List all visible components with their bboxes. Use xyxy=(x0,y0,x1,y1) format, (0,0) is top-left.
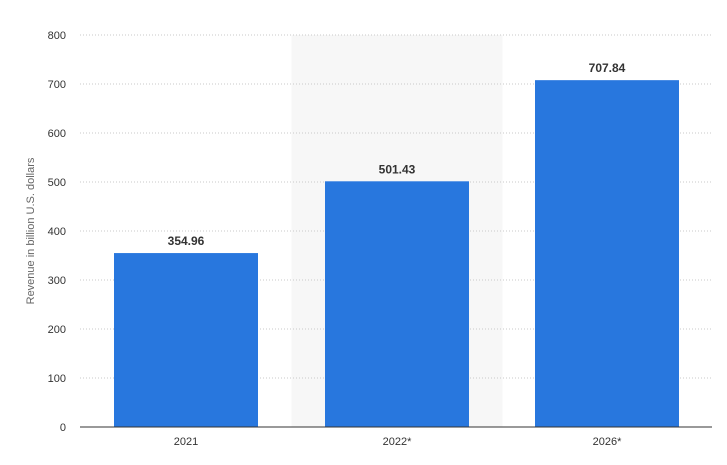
x-tick-label: 2022* xyxy=(383,436,412,448)
y-tick-label: 100 xyxy=(48,373,66,385)
y-tick-label: 0 xyxy=(60,422,66,434)
y-axis-title: Revenue in billion U.S. dollars xyxy=(25,157,37,304)
bar xyxy=(325,181,469,427)
labels-layer: 0 100 200 300 400 500 600 700 800 354.96 2021 501.4… xyxy=(48,30,626,448)
x-tick-label: 2021 xyxy=(174,436,198,448)
y-tick-label: 500 xyxy=(48,177,66,189)
bar xyxy=(114,253,258,427)
bar-value-label: 354.96 xyxy=(168,234,205,248)
x-tick-label: 2026* xyxy=(593,436,622,448)
bar-value-label: 501.43 xyxy=(379,162,416,176)
bar xyxy=(535,80,679,428)
y-tick-label: 200 xyxy=(48,324,66,336)
bar-value-label: 707.84 xyxy=(589,61,626,75)
y-tick-label: 700 xyxy=(48,79,66,91)
y-tick-label: 600 xyxy=(48,128,66,140)
y-tick-label: 300 xyxy=(48,275,66,287)
y-tick-label: 800 xyxy=(48,30,66,42)
y-tick-label: 400 xyxy=(48,226,66,238)
bars-layer xyxy=(114,80,679,428)
